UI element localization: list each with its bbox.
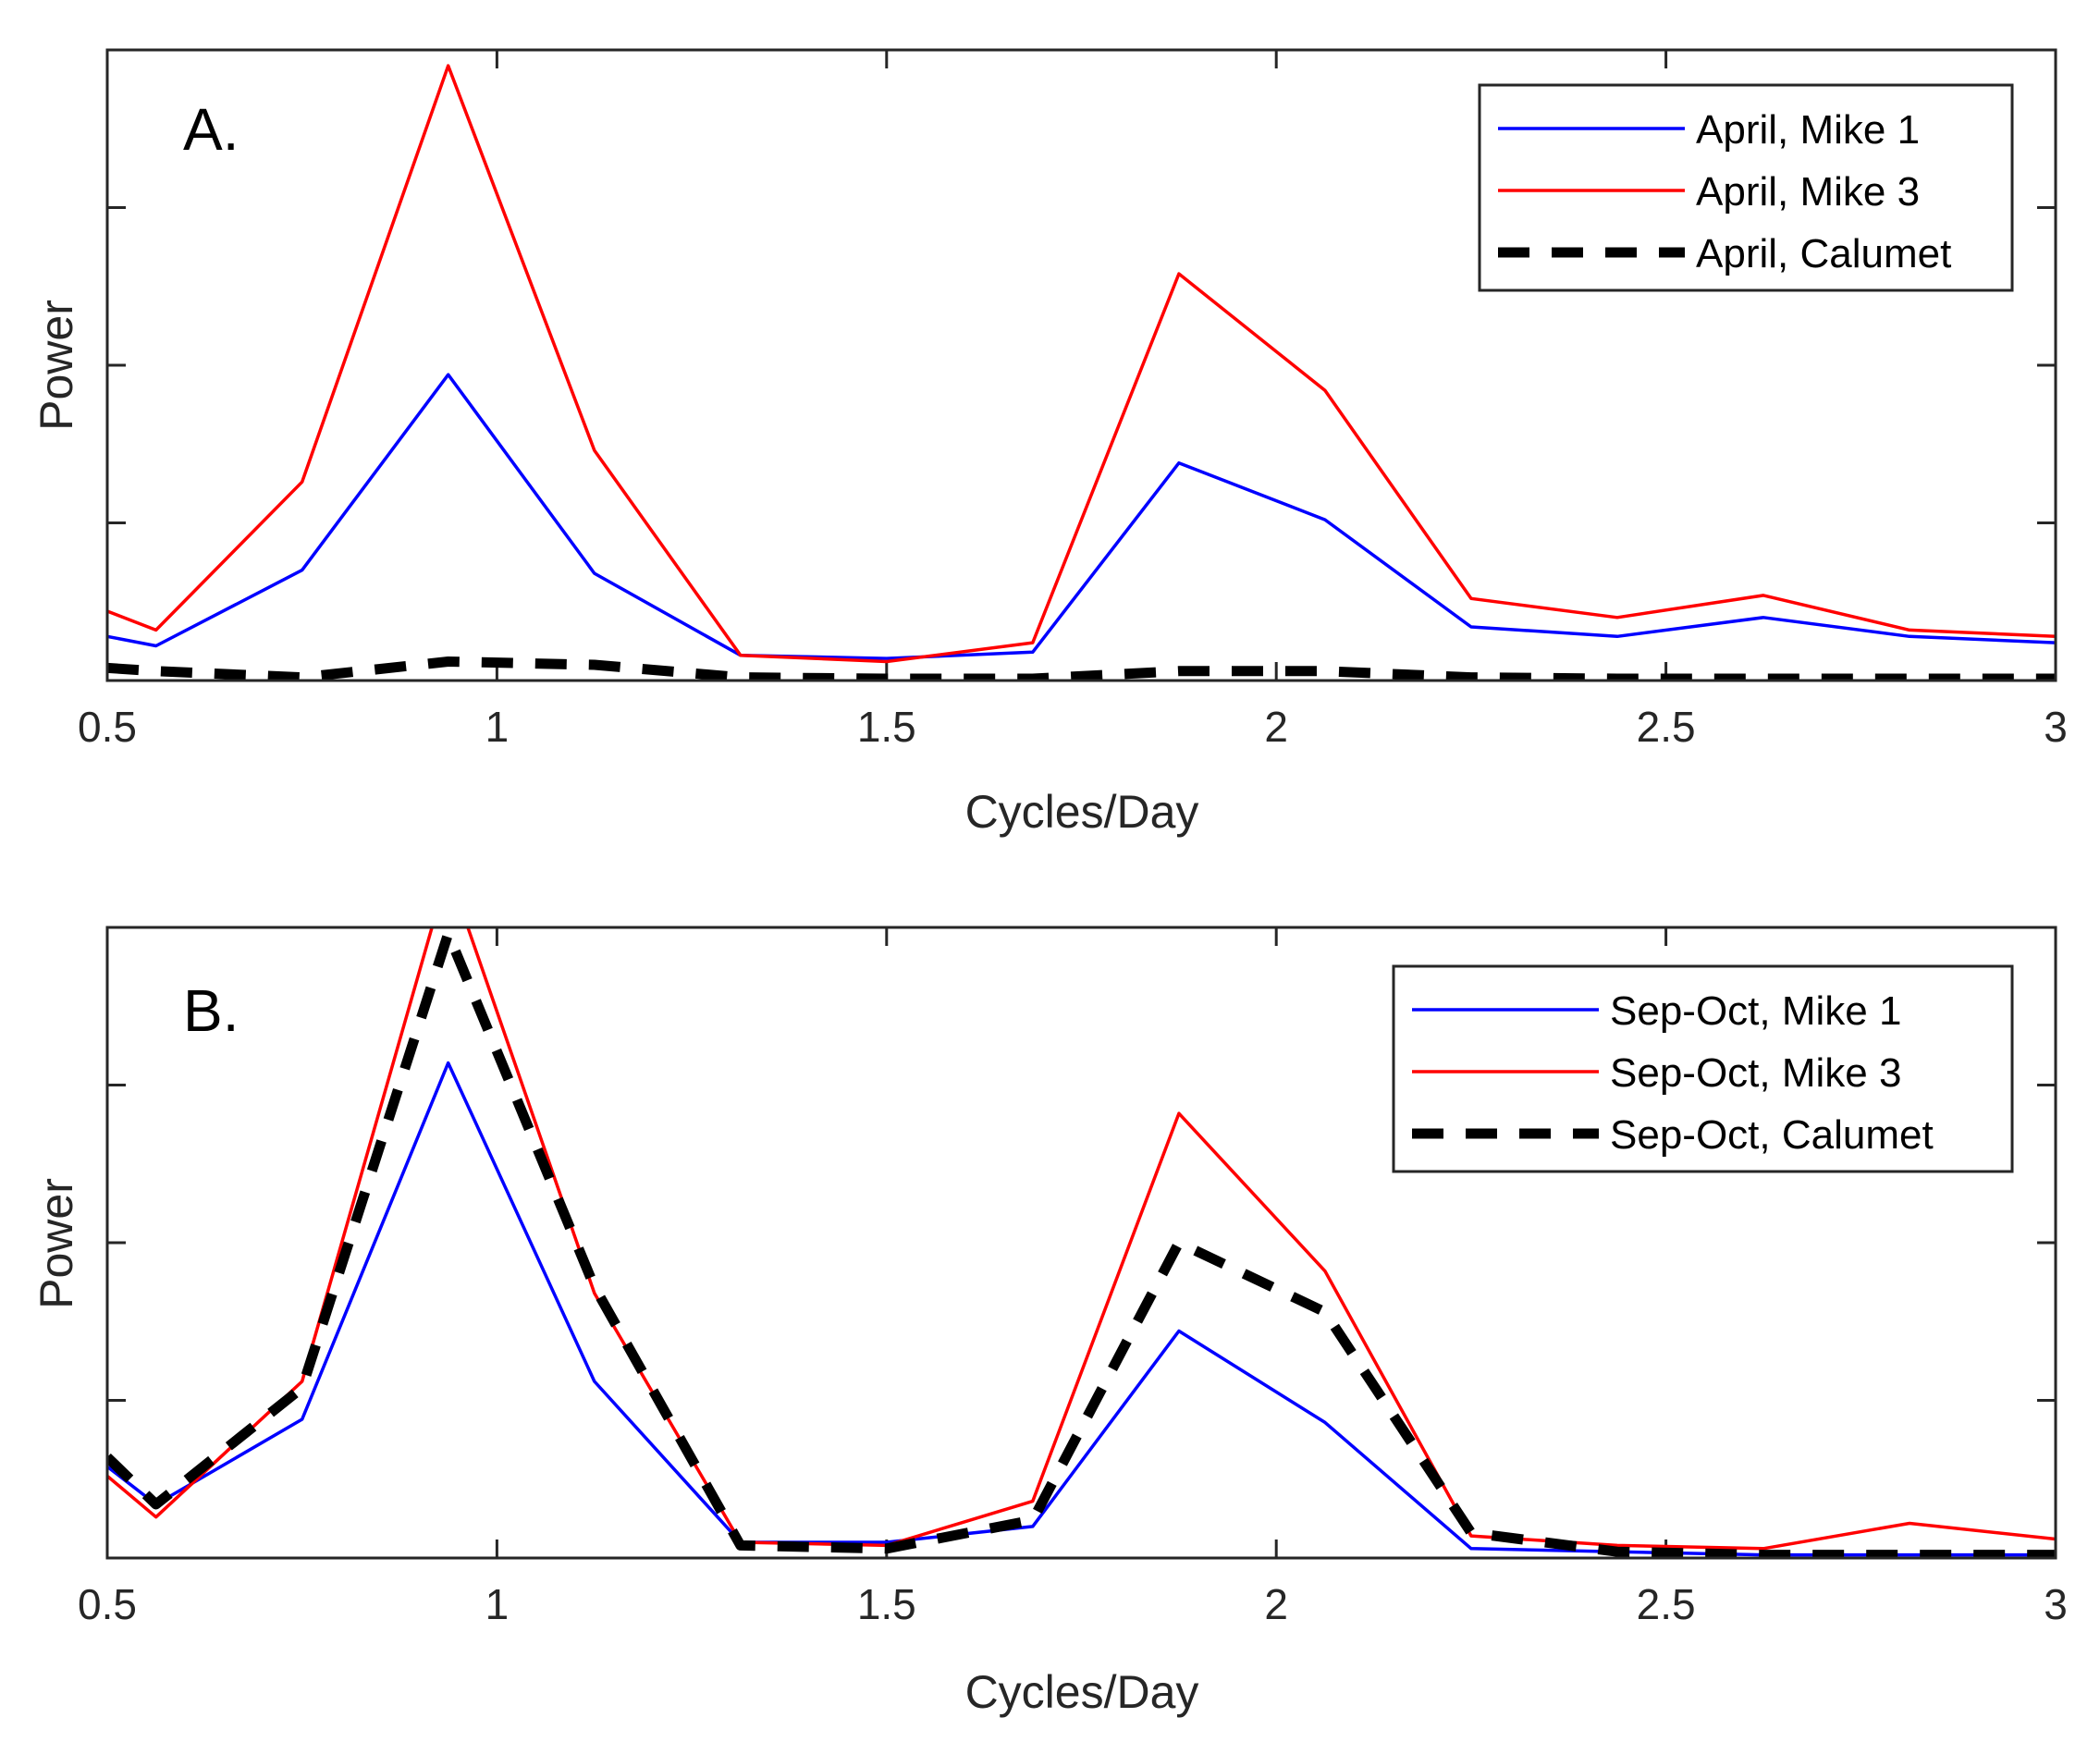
legend: April, Mike 1 April, Mike 3 April, Calumet [1478,83,2014,292]
x-tick-label: 0.5 [78,703,137,751]
legend-label: Sep-Oct, Calumet [1610,1112,1934,1158]
x-tick-label: 1 [485,703,510,751]
x-tick-label: 2 [1264,703,1288,751]
series-group [107,64,2056,681]
x-tick-label: 2.5 [1637,703,1696,751]
x-ticks: 0.5 1 1.5 2 2.5 3 [78,927,2068,1628]
series-line [107,928,2056,1558]
x-tick-label: 2.5 [1637,1580,1696,1628]
x-tick-label: 1 [485,1580,510,1628]
x-axis-label: Cycles/Day [965,786,1199,838]
legend: Sep-Oct, Mike 1 Sep-Oct, Mike 3 Sep-Oct, C… [1392,964,2014,1173]
x-tick-label: 1.5 [857,703,916,751]
series-line [107,927,2056,1551]
x-tick-label: 2 [1264,1580,1288,1628]
x-ticks: 0.5 1 1.5 2 2.5 3 [78,50,2068,751]
panel-label: B. [183,977,239,1044]
panel-b: 0.5 1 1.5 2 2.5 3 B. Cycles/Day Power Sep-Oct… [31,926,2068,1718]
series-line [107,64,2056,664]
series-line [107,656,2056,681]
legend-label: April, Mike 3 [1696,169,1920,215]
legend-label: Sep-Oct, Mike 3 [1610,1050,1901,1096]
legend-label: April, Calumet [1696,231,1951,276]
axes-box [105,48,2057,682]
x-tick-label: 3 [2044,1580,2068,1628]
legend-label: Sep-Oct, Mike 1 [1610,988,1901,1034]
series-line [107,373,2056,660]
panel-label: A. [183,96,239,163]
y-axis-label: Power [31,300,82,431]
y-ticks [107,1084,2056,1402]
x-tick-label: 3 [2044,703,2068,751]
panel-a: 0.5 1 1.5 2 2.5 3 A. Cycles/Day Power April, … [31,48,2068,838]
y-ticks [107,206,2056,524]
series-group [107,927,2056,1558]
x-axis-label: Cycles/Day [965,1666,1199,1718]
legend-label: April, Mike 1 [1696,107,1920,153]
axes-box [105,926,2057,1560]
y-axis-label: Power [31,1178,82,1309]
x-tick-label: 1.5 [857,1580,916,1628]
x-tick-label: 0.5 [78,1580,137,1628]
